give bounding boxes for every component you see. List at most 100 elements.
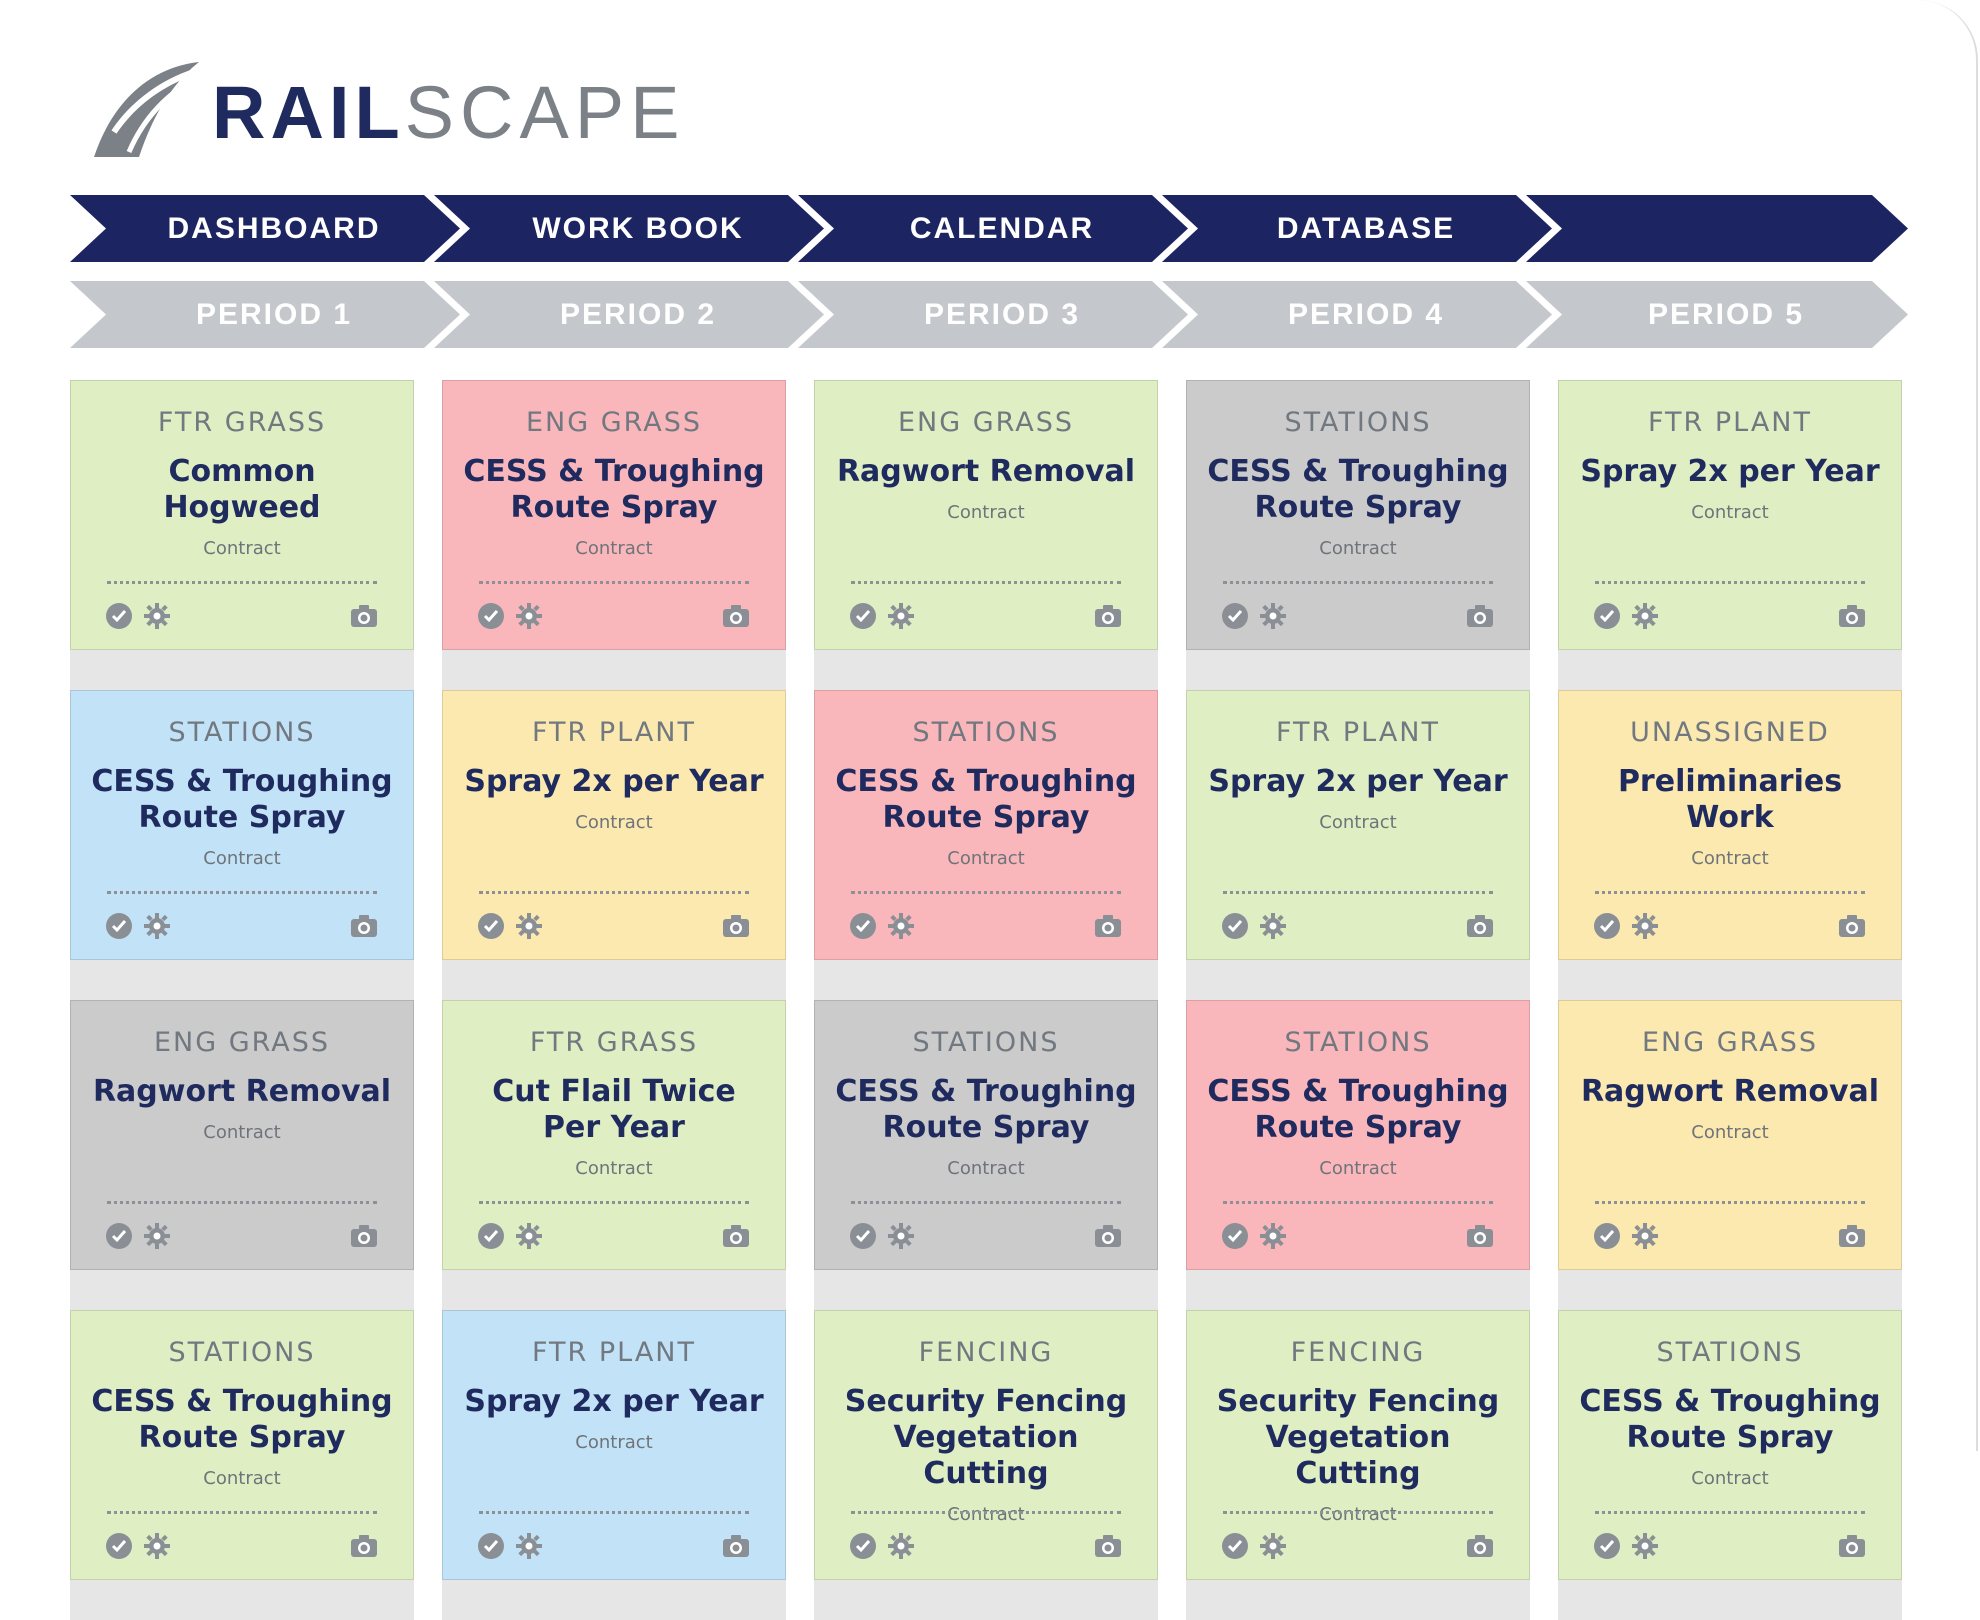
- camera-icon[interactable]: [1837, 912, 1867, 940]
- check-icon[interactable]: [105, 1222, 133, 1250]
- card-category: STATIONS: [168, 1337, 316, 1368]
- gear-icon[interactable]: [887, 912, 915, 940]
- card-category: FENCING: [918, 1337, 1054, 1368]
- camera-icon[interactable]: [1837, 1532, 1867, 1560]
- check-icon[interactable]: [477, 912, 505, 940]
- check-icon[interactable]: [849, 1532, 877, 1560]
- camera-icon[interactable]: [349, 1222, 379, 1250]
- camera-icon[interactable]: [1837, 602, 1867, 630]
- gear-icon[interactable]: [887, 602, 915, 630]
- nav-calendar[interactable]: CALENDAR: [798, 195, 1188, 262]
- gear-icon[interactable]: [1631, 912, 1659, 940]
- camera-icon[interactable]: [1465, 912, 1495, 940]
- check-icon[interactable]: [1593, 1222, 1621, 1250]
- task-card[interactable]: STATIONS CESS & Troughing Route Spray Cont…: [70, 1310, 414, 1580]
- gear-icon[interactable]: [515, 1222, 543, 1250]
- check-icon[interactable]: [1593, 1532, 1621, 1560]
- camera-icon[interactable]: [1093, 912, 1123, 940]
- check-icon[interactable]: [1593, 912, 1621, 940]
- camera-icon[interactable]: [349, 602, 379, 630]
- task-card[interactable]: ENG GRASS Ragwort Removal Contract: [814, 380, 1158, 650]
- tab-period-2[interactable]: PERIOD 2: [434, 281, 824, 348]
- camera-icon[interactable]: [1465, 602, 1495, 630]
- card-actions: [105, 1221, 379, 1251]
- task-card[interactable]: STATIONS CESS & Troughing Route Spray Cont…: [814, 690, 1158, 960]
- gear-icon[interactable]: [1631, 602, 1659, 630]
- task-card[interactable]: FTR GRASS Cut Flail Twice Per Year Contrac…: [442, 1000, 786, 1270]
- card-divider: [107, 891, 377, 894]
- task-card[interactable]: FTR PLANT Spray 2x per Year Contract: [442, 1310, 786, 1580]
- task-card[interactable]: ENG GRASS Ragwort Removal Contract: [1558, 1000, 1902, 1270]
- check-icon[interactable]: [849, 912, 877, 940]
- tab-period-3[interactable]: PERIOD 3: [798, 281, 1188, 348]
- tab-period-5[interactable]: PERIOD 5: [1526, 281, 1908, 348]
- gear-icon[interactable]: [143, 1222, 171, 1250]
- check-icon[interactable]: [477, 1222, 505, 1250]
- tab-period-4[interactable]: PERIOD 4: [1162, 281, 1552, 348]
- check-icon[interactable]: [1221, 912, 1249, 940]
- task-card[interactable]: FENCING Security Fencing Vegetation Cutti…: [1186, 1310, 1530, 1580]
- gear-icon[interactable]: [143, 1532, 171, 1560]
- camera-icon[interactable]: [721, 602, 751, 630]
- gear-icon[interactable]: [515, 602, 543, 630]
- card-category: STATIONS: [1284, 407, 1432, 438]
- task-card[interactable]: STATIONS CESS & Troughing Route Spray Cont…: [1186, 380, 1530, 650]
- gear-icon[interactable]: [887, 1222, 915, 1250]
- check-icon[interactable]: [477, 602, 505, 630]
- gear-icon[interactable]: [1631, 1222, 1659, 1250]
- gear-icon[interactable]: [1631, 1532, 1659, 1560]
- check-icon[interactable]: [105, 912, 133, 940]
- card-divider: [107, 1511, 377, 1514]
- check-icon[interactable]: [1221, 1222, 1249, 1250]
- check-icon[interactable]: [849, 1222, 877, 1250]
- nav-extra[interactable]: [1526, 195, 1908, 262]
- camera-icon[interactable]: [349, 912, 379, 940]
- tab-period-1[interactable]: PERIOD 1: [70, 281, 460, 348]
- task-card[interactable]: FENCING Security Fencing Vegetation Cutti…: [814, 1310, 1158, 1580]
- gear-icon[interactable]: [515, 1532, 543, 1560]
- gear-icon[interactable]: [515, 912, 543, 940]
- camera-icon[interactable]: [1837, 1222, 1867, 1250]
- camera-icon[interactable]: [721, 1222, 751, 1250]
- gear-icon[interactable]: [1259, 912, 1287, 940]
- card-divider: [1223, 1511, 1493, 1514]
- app-frame: [1976, 0, 1978, 1451]
- task-card[interactable]: FTR PLANT Spray 2x per Year Contract: [1558, 380, 1902, 650]
- camera-icon[interactable]: [721, 912, 751, 940]
- task-card[interactable]: UNASSIGNED Preliminaries Work Contract: [1558, 690, 1902, 960]
- task-card[interactable]: ENG GRASS Ragwort Removal Contract: [70, 1000, 414, 1270]
- check-icon[interactable]: [1593, 602, 1621, 630]
- task-card[interactable]: FTR PLANT Spray 2x per Year Contract: [1186, 690, 1530, 960]
- card-cell: FTR GRASS Cut Flail Twice Per Year Contrac…: [442, 1000, 788, 1310]
- check-icon[interactable]: [1221, 602, 1249, 630]
- gear-icon[interactable]: [143, 912, 171, 940]
- nav-work-book[interactable]: WORK BOOK: [434, 195, 824, 262]
- camera-icon[interactable]: [1093, 1222, 1123, 1250]
- camera-icon[interactable]: [1465, 1532, 1495, 1560]
- task-card[interactable]: STATIONS CESS & Troughing Route Spray Cont…: [814, 1000, 1158, 1270]
- task-card[interactable]: STATIONS CESS & Troughing Route Spray Cont…: [70, 690, 414, 960]
- gear-icon[interactable]: [1259, 1532, 1287, 1560]
- task-card[interactable]: FTR PLANT Spray 2x per Year Contract: [442, 690, 786, 960]
- check-icon[interactable]: [105, 602, 133, 630]
- camera-icon[interactable]: [1093, 1532, 1123, 1560]
- gear-icon[interactable]: [1259, 1222, 1287, 1250]
- task-card[interactable]: STATIONS CESS & Troughing Route Spray Cont…: [1558, 1310, 1902, 1580]
- card-contract-label: Contract: [575, 538, 653, 559]
- gear-icon[interactable]: [1259, 602, 1287, 630]
- task-card[interactable]: ENG GRASS CESS & Troughing Route Spray Con…: [442, 380, 786, 650]
- check-icon[interactable]: [849, 602, 877, 630]
- gear-icon[interactable]: [143, 602, 171, 630]
- check-icon[interactable]: [105, 1532, 133, 1560]
- nav-database[interactable]: DATABASE: [1162, 195, 1552, 262]
- task-card[interactable]: FTR GRASS Common Hogweed Contract: [70, 380, 414, 650]
- gear-icon[interactable]: [887, 1532, 915, 1560]
- camera-icon[interactable]: [349, 1532, 379, 1560]
- check-icon[interactable]: [1221, 1532, 1249, 1560]
- camera-icon[interactable]: [1465, 1222, 1495, 1250]
- task-card[interactable]: STATIONS CESS & Troughing Route Spray Cont…: [1186, 1000, 1530, 1270]
- check-icon[interactable]: [477, 1532, 505, 1560]
- nav-dashboard[interactable]: DASHBOARD: [70, 195, 460, 262]
- camera-icon[interactable]: [1093, 602, 1123, 630]
- camera-icon[interactable]: [721, 1532, 751, 1560]
